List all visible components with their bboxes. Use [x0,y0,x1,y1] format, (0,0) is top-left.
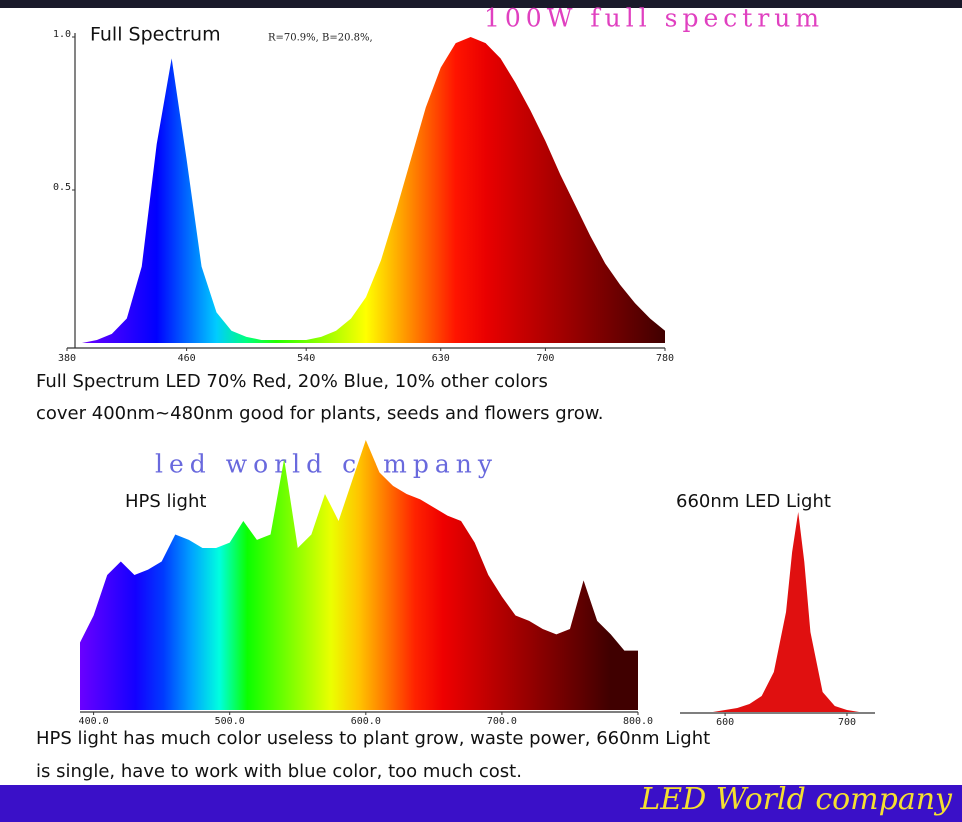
spectrum-area [712,512,860,712]
chart-subtitle: R=70.9%, B=20.8%, [268,33,373,44]
y-tick-label: 0.5 [53,182,71,193]
caption: HPS light has much color useless to plan… [36,728,710,749]
x-tick-label: 700 [838,717,856,728]
caption: cover 400nm~480nm good for plants, seeds… [36,403,604,424]
x-tick-label: 460 [178,353,196,364]
x-tick-label: 500.0 [215,716,245,727]
footer-brand: LED World company [639,782,953,817]
y-tick-label: 1.0 [53,29,71,40]
spectrum-area [67,37,665,343]
x-tick-label: 800.0 [623,716,653,727]
spectrum-area [80,440,638,710]
x-tick-label: 600 [716,717,734,728]
x-tick-label: 540 [297,353,315,364]
chart-title: Full Spectrum [90,24,221,46]
chart-title: 660nm LED Light [676,491,831,512]
top-strip [0,0,962,8]
footer-bar [0,785,962,822]
x-tick-label: 380 [58,353,76,364]
banner: 100W full spectrum [484,4,824,33]
x-tick-label: 700.0 [487,716,517,727]
caption: Full Spectrum LED 70% Red, 20% Blue, 10%… [36,371,548,392]
x-tick-label: 600.0 [351,716,381,727]
watermark: led world company [155,450,498,479]
x-tick-label: 400.0 [79,716,109,727]
chart-title: HPS light [125,491,206,512]
x-tick-label: 630 [432,353,450,364]
x-tick-label: 780 [656,353,674,364]
x-tick-label: 700 [536,353,554,364]
caption: is single, have to work with blue color,… [36,761,522,782]
